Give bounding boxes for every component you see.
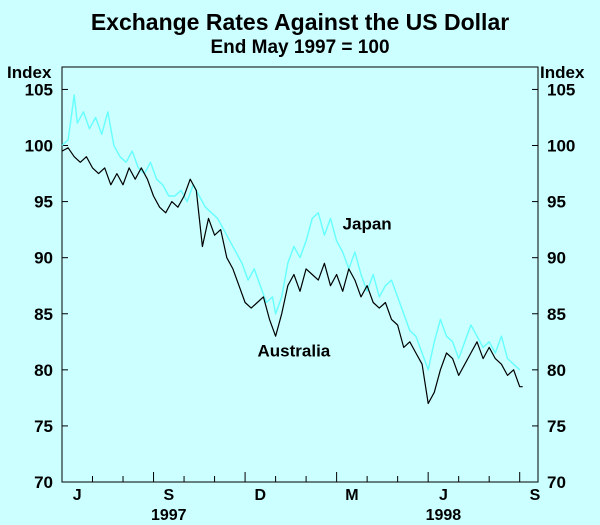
y-tick-label-left-1: 75 [34, 417, 53, 436]
x-tick-label-2: D [255, 487, 267, 504]
y-tick-label-right-1: 75 [547, 417, 566, 436]
x-tick-label-0: J [73, 487, 82, 504]
y-tick-label-right-7: 105 [547, 80, 575, 99]
x-tick-label-1: S [163, 487, 174, 504]
y-tick-label-right-2: 80 [547, 361, 566, 380]
y-axis-title-right: Index [540, 63, 585, 82]
series-line-japan [61, 94, 521, 371]
series-lines [61, 94, 523, 405]
plot-area [61, 66, 539, 483]
y-axis-title-left: Index [7, 63, 52, 82]
x-year-label-0: 1997 [151, 507, 187, 524]
y-tick-label-left-7: 105 [25, 80, 53, 99]
y-tick-label-right-3: 85 [547, 305, 566, 324]
series-label-australia: Australia [258, 341, 331, 360]
series-line-australia [61, 147, 523, 405]
x-year-label-1: 1998 [426, 507, 462, 524]
chart-subtitle: End May 1997 = 100 [210, 37, 389, 58]
axis-labels: 70 70 75 75 80 80 85 85 90 90 95 95 100 100 105 105 J S D M… [25, 80, 576, 524]
y-tick-label-right-0: 70 [547, 473, 566, 492]
y-tick-label-left-4: 90 [34, 249, 53, 268]
x-tick-label-5: S [530, 487, 541, 504]
y-tick-label-right-5: 95 [547, 193, 566, 212]
y-tick-label-left-2: 80 [34, 361, 53, 380]
series-label-japan: Japan [343, 215, 392, 234]
y-tick-label-right-4: 90 [547, 249, 566, 268]
y-tick-label-left-0: 70 [34, 473, 53, 492]
tick-marks [62, 88, 538, 483]
y-tick-label-left-6: 100 [25, 137, 53, 156]
x-tick-label-3: M [345, 487, 358, 504]
x-tick-label-4: J [439, 487, 448, 504]
chart-title: Exchange Rates Against the US Dollar [91, 9, 509, 35]
y-tick-label-left-3: 85 [34, 305, 53, 324]
y-tick-label-right-6: 100 [547, 137, 575, 156]
y-tick-label-left-5: 95 [34, 193, 53, 212]
